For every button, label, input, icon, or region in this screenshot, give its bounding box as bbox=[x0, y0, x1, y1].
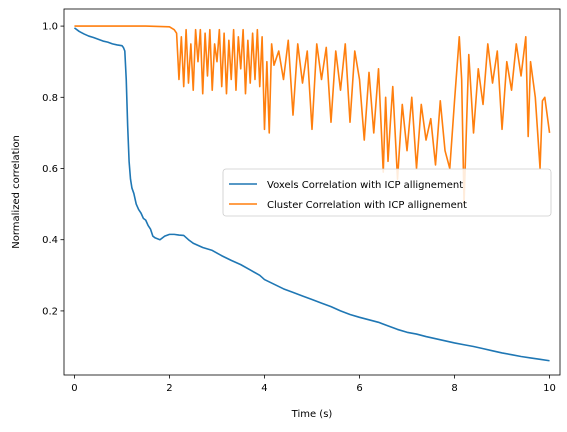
legend: Voxels Correlation with ICP allignement … bbox=[222, 168, 552, 217]
plot-frame bbox=[63, 8, 561, 376]
x-tick-label: 10 bbox=[543, 383, 556, 394]
x-tick-label: 0 bbox=[71, 383, 77, 394]
x-tick-label: 8 bbox=[451, 383, 457, 394]
legend-label-voxels: Voxels Correlation with ICP allignement bbox=[267, 180, 463, 191]
x-axis-label: Time (s) bbox=[291, 409, 333, 420]
plot-lines bbox=[73, 25, 551, 362]
series-line-cluster bbox=[74, 25, 551, 205]
x-tick-label: 4 bbox=[261, 383, 267, 394]
y-tick-label: 0.8 bbox=[42, 93, 58, 104]
y-tick-label: 0.4 bbox=[42, 235, 58, 246]
x-tick-label: 6 bbox=[356, 383, 362, 394]
y-axis-label: Normalized correlation bbox=[11, 135, 22, 249]
y-tick-label: 0.2 bbox=[42, 306, 58, 317]
x-axis-ticks: 0 2 4 6 8 10 bbox=[71, 375, 556, 394]
legend-label-cluster: Cluster Correlation with ICP allignement bbox=[267, 200, 467, 211]
x-tick-label: 2 bbox=[166, 383, 172, 394]
series-line-voxels bbox=[73, 27, 550, 362]
legend-box bbox=[222, 168, 552, 217]
y-axis-ticks: 0.2 0.4 0.6 0.8 1.0 bbox=[42, 22, 64, 317]
y-tick-label: 0.6 bbox=[42, 164, 58, 175]
y-tick-label: 1.0 bbox=[42, 22, 58, 33]
